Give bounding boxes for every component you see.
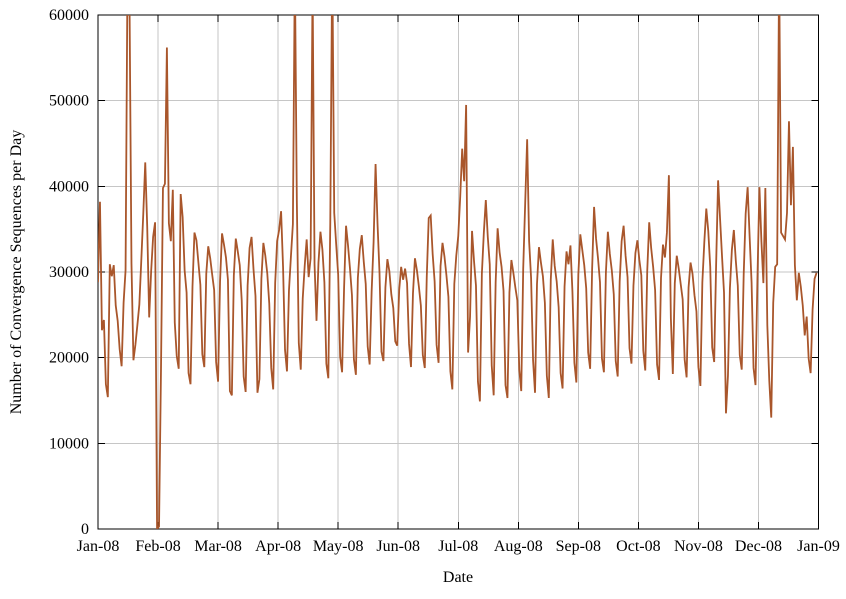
x-tick-label: Aug-08 <box>494 538 543 555</box>
y-tick-label: 50000 <box>49 93 89 110</box>
y-tick-label: 30000 <box>49 264 89 281</box>
x-tick-label: Feb-08 <box>135 538 180 555</box>
x-tick-label: Apr-08 <box>255 538 301 555</box>
tick-labels: Jan-08 Feb-08 Mar-08 Apr-08 May-08 Jun-08 Jul-… <box>49 7 840 555</box>
x-tick-label: Jul-08 <box>438 538 478 555</box>
x-axis-title: Date <box>443 569 473 586</box>
x-tick-label: Jan-09 <box>797 538 840 555</box>
x-tick-label: May-08 <box>313 538 364 555</box>
x-tick-label: Sep-08 <box>556 538 601 555</box>
x-tick-label: Oct-08 <box>616 538 660 555</box>
y-tick-label: 40000 <box>49 178 89 195</box>
y-tick-label: 60000 <box>49 7 89 24</box>
x-tick-label: Mar-08 <box>194 538 242 555</box>
axis-ticks <box>97 14 819 530</box>
x-tick-label: Dec-08 <box>735 538 782 555</box>
x-tick-label: Nov-08 <box>674 538 723 555</box>
y-tick-label: 20000 <box>49 350 89 367</box>
y-tick-label: 10000 <box>49 435 89 452</box>
x-tick-label: Jun-08 <box>376 538 420 555</box>
data-series-line <box>98 15 818 529</box>
y-axis-title: Number of Convergence Sequences per Day <box>8 130 25 415</box>
y-tick-label: 0 <box>81 521 89 538</box>
data-series-group <box>98 15 818 529</box>
x-tick-label: Jan-08 <box>77 538 120 555</box>
